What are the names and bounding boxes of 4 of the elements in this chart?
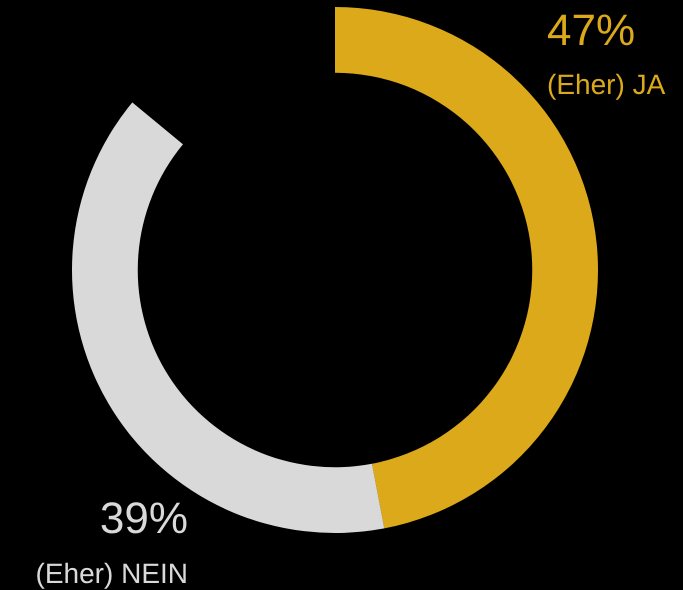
data-label: 47% bbox=[547, 6, 636, 55]
slice-label: (Eher) JA bbox=[547, 69, 666, 100]
data-label: 39% bbox=[100, 494, 188, 543]
slice-label: (Eher) NEIN bbox=[36, 558, 188, 589]
